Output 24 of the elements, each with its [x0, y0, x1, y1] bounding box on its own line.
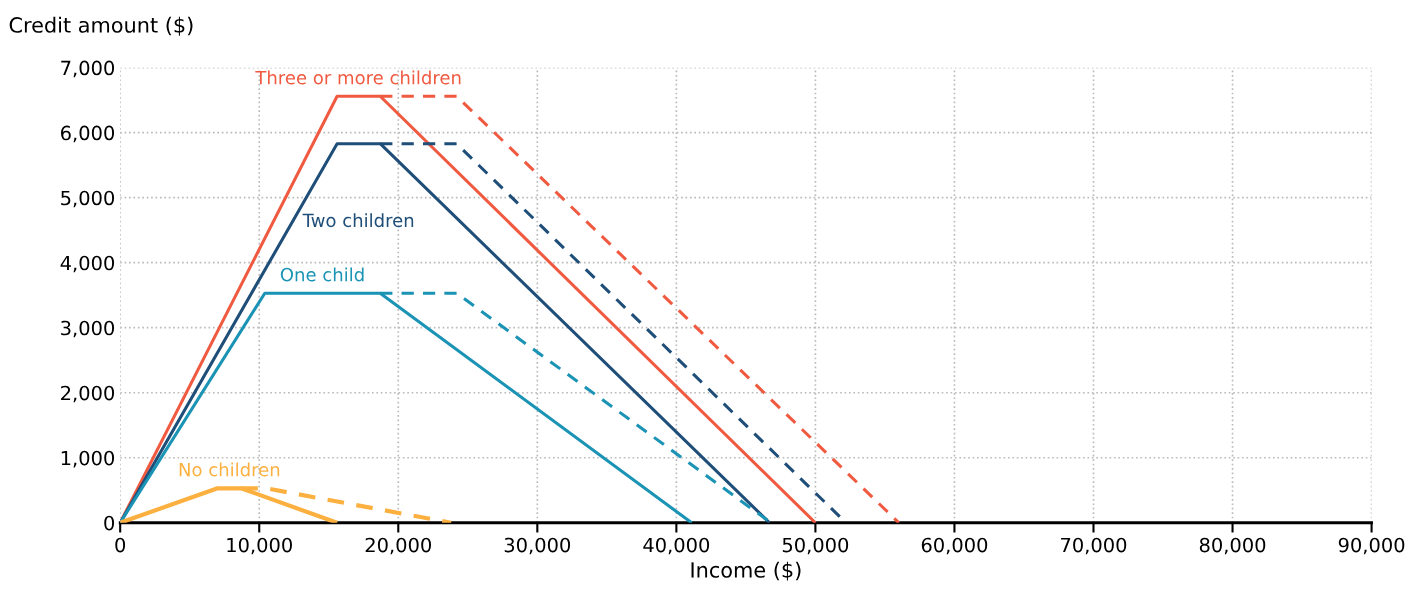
x-tick-label: 0: [115, 537, 126, 553]
y-tick-label: 6,000: [61, 125, 115, 143]
x-tick-label: 80,000: [1199, 537, 1266, 555]
series-label: Three or more children: [255, 70, 461, 85]
series-label: One child: [280, 267, 364, 282]
x-tick-label: 20,000: [365, 537, 431, 555]
x-tick-label: 10,000: [227, 537, 292, 555]
y-axis-title: Credit amount ($): [9, 16, 193, 36]
x-tick-label: 60,000: [921, 537, 988, 555]
y-tick-label: 5,000: [61, 190, 115, 208]
series-label: Two children: [302, 213, 414, 228]
y-tick-label: 7,000: [61, 60, 115, 78]
x-tick-label: 40,000: [643, 537, 710, 555]
y-tick-label: 0: [104, 515, 115, 531]
y-tick-label: 4,000: [60, 255, 115, 273]
y-tick-label: 1,000: [61, 450, 115, 468]
x-axis-title: Income ($): [691, 561, 801, 581]
y-tick-label: 2,000: [61, 385, 115, 403]
x-tick-label: 50,000: [782, 537, 849, 555]
x-tick-label: 30,000: [504, 537, 571, 555]
x-tick-label: 90,000: [1338, 537, 1405, 555]
y-tick-label: 3,000: [61, 320, 115, 338]
series-label: No children: [179, 462, 280, 477]
x-tick-label: 70,000: [1061, 537, 1127, 555]
